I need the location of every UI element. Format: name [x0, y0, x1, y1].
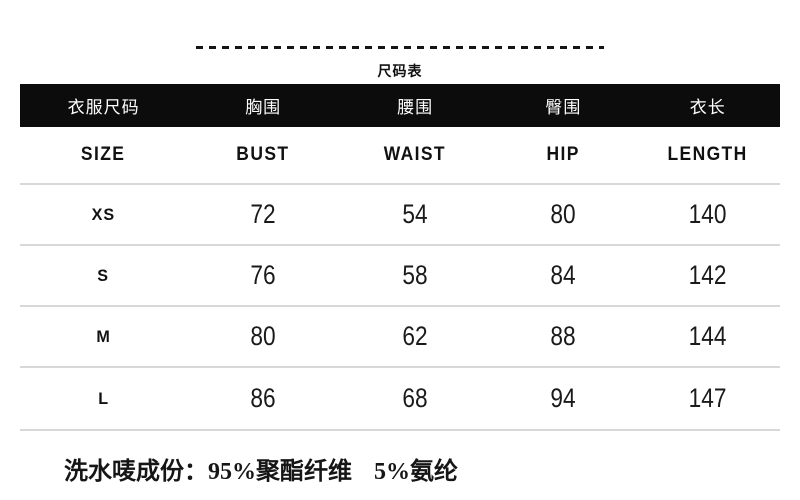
header-cell-size-cn: 衣服尺码: [67, 98, 140, 117]
size-label: L: [98, 388, 109, 408]
table-row-xs: XS 72 54 80 140: [20, 185, 780, 246]
care-label-item-spandex: 5%氨纶: [374, 459, 458, 485]
table-row-m: M 80 62 88 144: [20, 307, 780, 368]
bust-value: 86: [250, 383, 276, 413]
length-value: 142: [688, 260, 727, 290]
header-cell-waist-cn: 腰围: [397, 98, 434, 117]
table-header-row-en: SIZE BUST WAIST HIP LENGTH: [20, 127, 780, 185]
header-cell-hip-cn: 臀围: [545, 98, 582, 117]
size-chart-title: 尺码表: [377, 63, 423, 79]
table-row-s: S 76 58 84 142: [20, 246, 780, 307]
care-label-prefix: 洗水唛成份：: [64, 459, 208, 485]
waist-value: 54: [402, 199, 428, 229]
bust-value: 80: [250, 321, 276, 351]
header-cell-bust-cn: 胸围: [245, 98, 282, 117]
length-value: 140: [688, 199, 727, 229]
table-header-row-cn: 衣服尺码 胸围 腰围 臀围 衣长: [20, 84, 780, 127]
header-cell-bust-en: BUST: [236, 144, 290, 165]
dashed-divider: [196, 46, 604, 49]
care-label-line: 洗水唛成份： 95%聚酯纤维 5%氨纶: [64, 451, 458, 486]
size-label: M: [96, 326, 111, 346]
table-row-l: L 86 68 94 147: [20, 368, 780, 431]
header-cell-length-en: LENGTH: [667, 144, 748, 165]
length-value: 144: [688, 321, 727, 351]
header-cell-size-en: SIZE: [81, 144, 126, 165]
care-label-item-polyester: 95%聚酯纤维: [208, 459, 352, 485]
hip-value: 88: [550, 321, 577, 351]
bust-value: 72: [250, 199, 276, 229]
hip-value: 84: [550, 260, 577, 290]
size-label: XS: [91, 204, 116, 224]
hip-value: 80: [550, 199, 577, 229]
waist-value: 58: [402, 260, 428, 290]
length-value: 147: [688, 383, 727, 413]
header-cell-hip-en: HIP: [546, 144, 581, 165]
waist-value: 68: [402, 383, 428, 413]
hip-value: 94: [550, 383, 577, 413]
size-label: S: [97, 265, 110, 285]
waist-value: 62: [402, 321, 428, 351]
bust-value: 76: [250, 260, 276, 290]
header-cell-length-cn: 衣长: [689, 98, 726, 117]
size-table: 衣服尺码 胸围 腰围 臀围 衣长 SIZE BUST WAIST HIP LEN…: [20, 84, 780, 431]
header-cell-waist-en: WAIST: [384, 144, 447, 165]
